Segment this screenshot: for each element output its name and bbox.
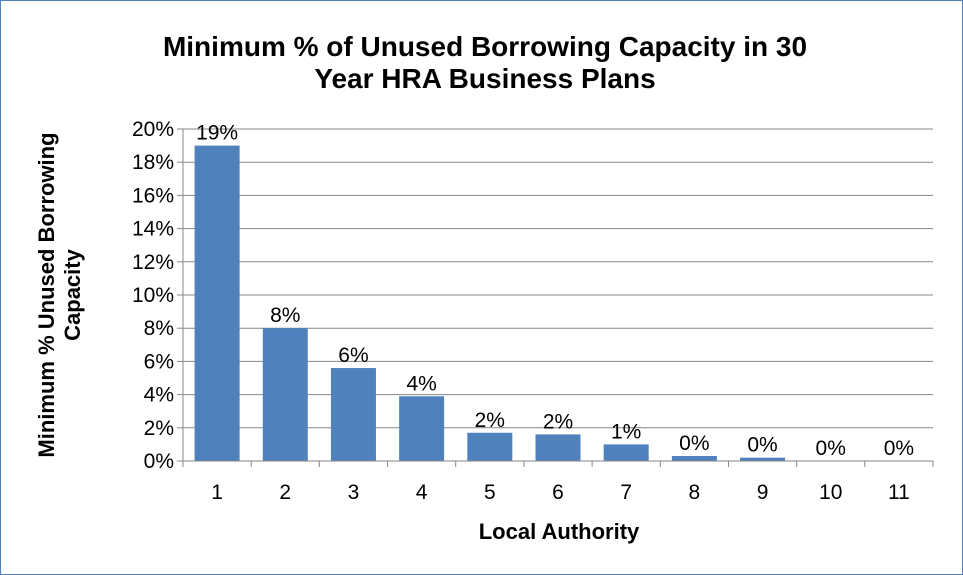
x-tick-label: 6 (552, 481, 564, 504)
data-label: 8% (270, 304, 300, 327)
bar (535, 434, 581, 461)
x-tick-label: 9 (757, 481, 769, 504)
x-tick-label: 11 (888, 481, 910, 504)
gridlines (183, 128, 933, 429)
bar (194, 145, 240, 461)
data-label: 2% (475, 409, 505, 432)
y-tick-label: 20% (132, 118, 174, 141)
data-label: 0% (884, 437, 914, 460)
x-tick-label: 2 (279, 481, 291, 504)
x-axis-title: Local Authority (479, 519, 640, 544)
data-label: 4% (406, 372, 436, 395)
x-tick-label: 3 (348, 481, 360, 504)
data-label: 0% (747, 434, 777, 457)
bar (467, 432, 513, 461)
data-label: 19% (196, 122, 238, 145)
data-label: 1% (611, 420, 641, 443)
y-tick-label: 18% (132, 151, 174, 174)
y-tick-label: 4% (144, 384, 174, 407)
y-tick-label: 6% (144, 350, 174, 373)
y-axis-title-line-2: Capacity (60, 248, 85, 340)
x-tick-label: 10 (819, 481, 842, 504)
y-tick-label: 16% (132, 184, 174, 207)
y-axis-title-line-1: Minimum % Unused Borrowing (34, 132, 59, 457)
labels: 0% 2% 4% 6% 8% 10% 12% 14% 16% 18% 20% 1 19% 2 8% 3 6% 4 4… (132, 118, 914, 504)
chart-title-line-2: Year HRA Business Plans (314, 63, 655, 94)
data-label: 6% (338, 344, 368, 367)
y-tick-label: 0% (144, 450, 174, 473)
x-tick-label: 7 (620, 481, 632, 504)
y-tick-label: 14% (132, 218, 174, 241)
bar (262, 328, 308, 461)
y-tick-label: 8% (144, 317, 174, 340)
axes (177, 128, 934, 467)
bar (671, 456, 717, 461)
data-label: 0% (816, 437, 846, 460)
bar (399, 396, 445, 461)
bars (194, 145, 786, 461)
bar (603, 444, 649, 461)
chart-title-line-1: Minimum % of Unused Borrowing Capacity i… (163, 31, 807, 62)
bar (330, 368, 376, 461)
y-tick-label: 2% (144, 417, 174, 440)
data-label: 2% (543, 410, 573, 433)
x-tick-label: 4 (416, 481, 428, 504)
x-tick-label: 8 (689, 481, 701, 504)
x-tick-label: 5 (484, 481, 496, 504)
data-label: 0% (679, 432, 709, 455)
x-tick-label: 1 (211, 481, 223, 504)
bar (740, 457, 786, 461)
y-tick-label: 10% (132, 284, 174, 307)
y-tick-label: 12% (132, 251, 174, 274)
